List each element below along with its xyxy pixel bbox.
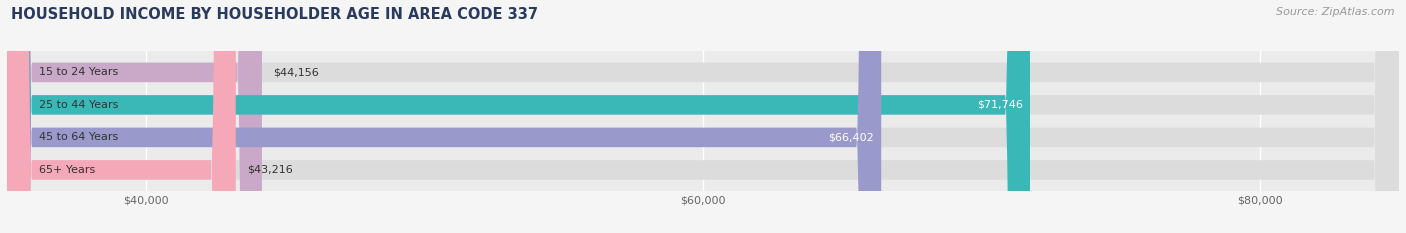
FancyBboxPatch shape (7, 0, 1031, 233)
Text: 15 to 24 Years: 15 to 24 Years (39, 67, 118, 77)
FancyBboxPatch shape (7, 0, 1399, 233)
FancyBboxPatch shape (7, 0, 1399, 233)
Text: $44,156: $44,156 (273, 67, 319, 77)
FancyBboxPatch shape (7, 0, 1399, 233)
FancyBboxPatch shape (7, 0, 236, 233)
Text: 45 to 64 Years: 45 to 64 Years (39, 132, 118, 142)
FancyBboxPatch shape (7, 0, 882, 233)
Text: Source: ZipAtlas.com: Source: ZipAtlas.com (1277, 7, 1395, 17)
Text: $71,746: $71,746 (977, 100, 1024, 110)
Text: HOUSEHOLD INCOME BY HOUSEHOLDER AGE IN AREA CODE 337: HOUSEHOLD INCOME BY HOUSEHOLDER AGE IN A… (11, 7, 538, 22)
Text: $66,402: $66,402 (828, 132, 875, 142)
Text: $43,216: $43,216 (247, 165, 292, 175)
Text: 65+ Years: 65+ Years (39, 165, 96, 175)
FancyBboxPatch shape (7, 0, 1399, 233)
Text: 25 to 44 Years: 25 to 44 Years (39, 100, 118, 110)
FancyBboxPatch shape (7, 0, 262, 233)
